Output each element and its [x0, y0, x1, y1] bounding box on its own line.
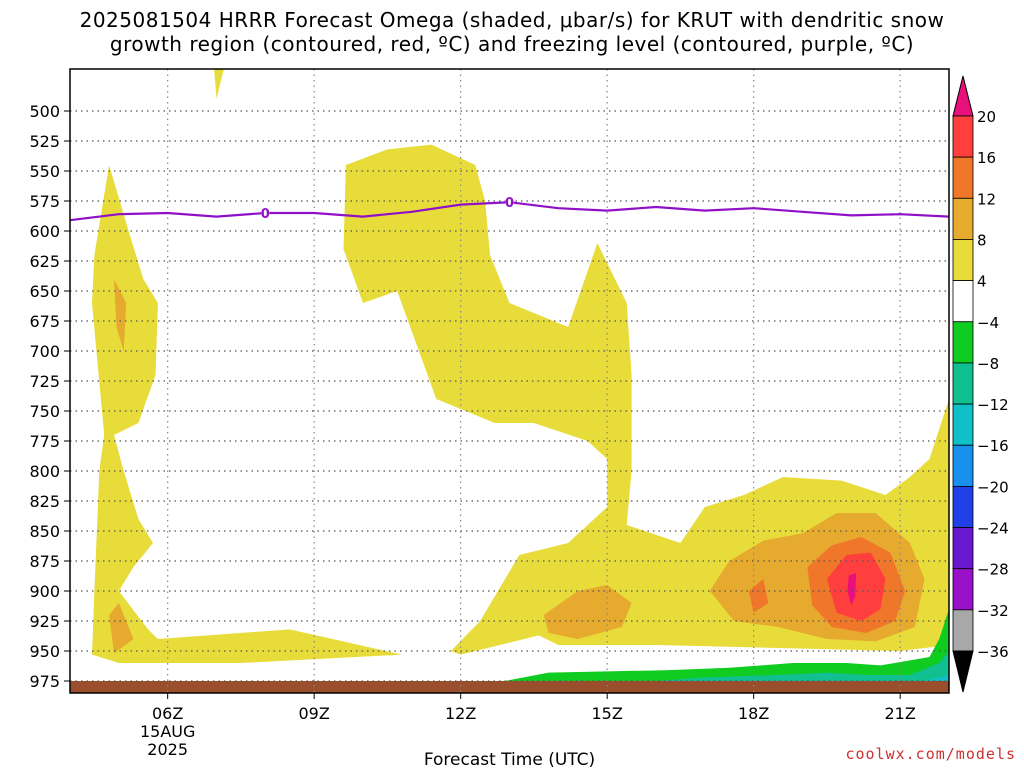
colorbar-label-13: −36 — [977, 643, 1009, 661]
colorbar-bottom-arrow — [952, 650, 974, 693]
grid-lines — [70, 69, 949, 693]
colorbar-label-0: 20 — [977, 108, 996, 126]
colorbar-label-10: −24 — [977, 520, 1009, 538]
omega-region-3 — [114, 279, 127, 351]
y-tick-label-2: 550 — [29, 162, 60, 181]
y-tick-label-18: 950 — [29, 642, 60, 661]
y-tick-label-17: 925 — [29, 612, 60, 631]
colorbar-swatch-12 — [952, 609, 974, 652]
freezing-level-label-0: 0 — [261, 207, 270, 222]
colorbar-label-9: −20 — [977, 478, 1009, 496]
colorbar-label-1: 16 — [977, 149, 996, 167]
y-tick-label-19: 975 — [29, 672, 60, 691]
y-tick-label-11: 775 — [29, 432, 60, 451]
y-tick-label-0: 500 — [29, 102, 60, 121]
x-tick-label-5: 21Z — [885, 704, 916, 723]
colorbar-swatch-11 — [952, 568, 974, 611]
colorbar-swatch-5 — [952, 321, 974, 364]
colorbar-swatch-0 — [952, 115, 974, 158]
y-tick-label-8: 700 — [29, 342, 60, 361]
colorbar-swatch-1 — [952, 156, 974, 199]
colorbar-label-8: −16 — [977, 437, 1009, 455]
colorbar-top-arrow — [952, 75, 974, 117]
omega-region-1 — [343, 144, 949, 655]
y-tick-label-7: 675 — [29, 312, 60, 331]
chart-title-line-2: growth region (contoured, red, ºC) and f… — [109, 32, 915, 56]
omega-region-9 — [847, 573, 857, 606]
y-tick-label-6: 650 — [29, 282, 60, 301]
colorbar-swatch-4 — [952, 280, 974, 323]
ground-strip — [70, 681, 949, 693]
colorbar-label-6: −8 — [977, 355, 999, 373]
y-tick-label-1: 525 — [29, 132, 60, 151]
x-tick-label-4: 18Z — [738, 704, 769, 723]
x-tick-label-3: 15Z — [592, 704, 623, 723]
colorbar-label-2: 12 — [977, 190, 996, 208]
x-tick-label-1: 09Z — [299, 704, 330, 723]
freezing-level-contour: 00 — [69, 195, 950, 222]
colorbar-swatch-7 — [952, 403, 974, 446]
y-tick-label-5: 625 — [29, 252, 60, 271]
omega-region-2 — [109, 603, 134, 654]
y-tick-label-13: 825 — [29, 492, 60, 511]
colorbar-swatch-8 — [952, 444, 974, 487]
colorbar-swatch-10 — [952, 527, 974, 570]
freezing-label-bg-0 — [261, 206, 270, 219]
colorbar-label-3: 8 — [977, 231, 987, 249]
y-tick-label-16: 900 — [29, 582, 60, 601]
colorbar-swatch-3 — [952, 239, 974, 282]
pressure-axis: 500 525 550 575 600 625 650 675 700 725 750 775 800 8… — [29, 102, 70, 691]
freezing-level-label-1: 0 — [505, 196, 514, 211]
omega-region-8 — [826, 552, 886, 621]
colorbar-label-4: 4 — [977, 273, 987, 291]
colorbar-label-12: −32 — [977, 602, 1009, 620]
omega-region-10 — [214, 69, 224, 99]
colorbar-label-11: −28 — [977, 561, 1009, 579]
date-label-year: 2025 — [147, 740, 188, 759]
y-tick-label-14: 850 — [29, 522, 60, 541]
omega-shading — [70, 69, 949, 693]
x-tick-label-0: 06Z — [152, 704, 183, 723]
x-axis-label: Forecast Time (UTC) — [424, 750, 595, 768]
omega-colorbar: 20 16 12 8 4 −4 −8 −12 −16 −20 −24 −28 −32 −36 — [952, 75, 1009, 693]
date-label-day: 15AUG — [140, 722, 195, 741]
x-tick-label-2: 12Z — [445, 704, 476, 723]
y-tick-label-12: 800 — [29, 462, 60, 481]
omega-region-11 — [504, 609, 949, 693]
colorbar-swatch-6 — [952, 362, 974, 405]
credit-text: coolwx.com/models — [845, 745, 1016, 763]
y-tick-label-9: 725 — [29, 372, 60, 391]
colorbar-label-5: −4 — [977, 314, 999, 332]
colorbar-label-7: −12 — [977, 396, 1009, 414]
y-tick-label-4: 600 — [29, 222, 60, 241]
time-axis: 06Z 09Z 12Z 15Z 18Z 21Z — [152, 693, 916, 723]
colorbar-swatch-9 — [952, 485, 974, 528]
chart-title-line-1: 2025081504 HRRR Forecast Omega (shaded, … — [79, 8, 945, 32]
y-tick-label-3: 575 — [29, 192, 60, 211]
y-tick-label-15: 875 — [29, 552, 60, 571]
freezing-label-bg-1 — [505, 195, 514, 209]
colorbar-swatch-2 — [952, 197, 974, 240]
omega-region-4 — [543, 585, 632, 639]
y-tick-label-10: 750 — [29, 402, 60, 421]
